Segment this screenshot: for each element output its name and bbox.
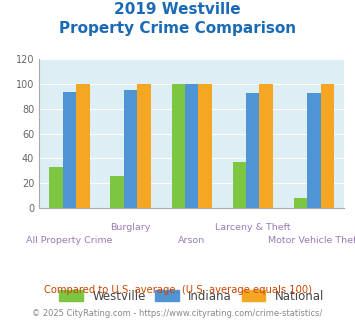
Text: Burglary: Burglary: [110, 223, 151, 232]
Bar: [49, 167, 63, 208]
Bar: [124, 90, 137, 208]
Text: Larceny & Theft: Larceny & Theft: [215, 223, 291, 232]
Text: © 2025 CityRating.com - https://www.cityrating.com/crime-statistics/: © 2025 CityRating.com - https://www.city…: [32, 309, 323, 317]
Bar: [321, 84, 334, 208]
Text: Motor Vehicle Theft: Motor Vehicle Theft: [268, 236, 355, 245]
Bar: [185, 84, 198, 208]
Bar: [198, 84, 212, 208]
Bar: [246, 93, 260, 208]
Text: All Property Crime: All Property Crime: [26, 236, 113, 245]
Bar: [171, 84, 185, 208]
Legend: Westville, Indiana, National: Westville, Indiana, National: [55, 285, 329, 308]
Bar: [294, 198, 307, 208]
Bar: [137, 84, 151, 208]
Bar: [260, 84, 273, 208]
Bar: [110, 176, 124, 208]
Bar: [76, 84, 90, 208]
Bar: [233, 162, 246, 208]
Text: Arson: Arson: [178, 236, 205, 245]
Text: Compared to U.S. average. (U.S. average equals 100): Compared to U.S. average. (U.S. average …: [44, 285, 311, 295]
Bar: [63, 91, 76, 208]
Text: Property Crime Comparison: Property Crime Comparison: [59, 21, 296, 36]
Text: 2019 Westville: 2019 Westville: [114, 2, 241, 16]
Bar: [307, 93, 321, 208]
